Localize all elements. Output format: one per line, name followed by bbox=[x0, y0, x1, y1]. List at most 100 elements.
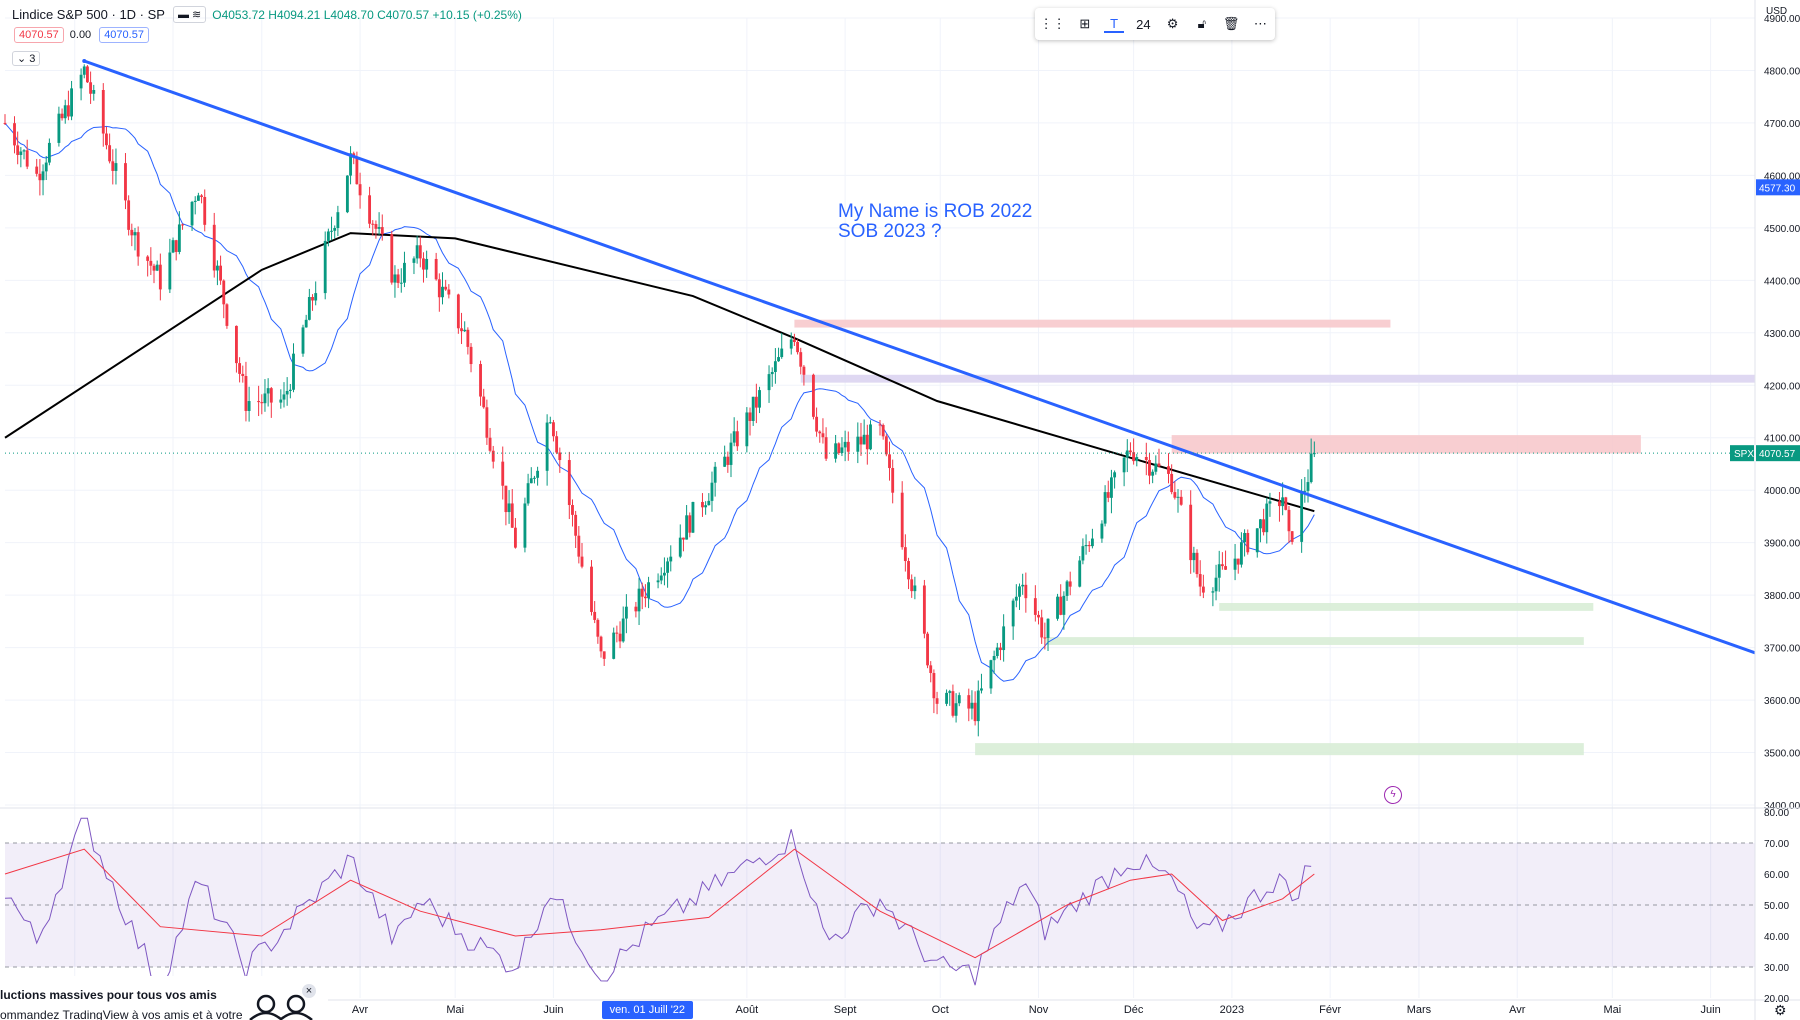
symbol-title[interactable]: Lindice S&P 500 · 1D · SP bbox=[12, 7, 165, 22]
candle-body bbox=[1278, 501, 1281, 507]
candle-body bbox=[723, 456, 727, 467]
price-tick-label: 3700.00 bbox=[1764, 644, 1800, 655]
candle-body bbox=[980, 688, 983, 691]
candle-body bbox=[577, 535, 581, 557]
candle-body bbox=[174, 240, 178, 252]
candle-body bbox=[859, 436, 863, 445]
candle-body bbox=[948, 691, 952, 693]
more-icon[interactable]: ⋯ bbox=[1253, 16, 1267, 31]
candle-body bbox=[307, 297, 311, 320]
candle-body bbox=[1002, 626, 1006, 651]
text-color-icon[interactable]: T bbox=[1104, 16, 1125, 33]
indicators-toggle[interactable]: ⌄ 3 bbox=[12, 51, 41, 66]
candle-body bbox=[41, 171, 45, 181]
candle-body bbox=[612, 632, 616, 659]
candle-body bbox=[1154, 463, 1158, 472]
candle-body bbox=[171, 240, 175, 253]
candle-body bbox=[225, 304, 229, 326]
rsi-line bbox=[4, 817, 1312, 986]
candle-body bbox=[624, 606, 628, 619]
candle-body bbox=[22, 150, 26, 152]
price-tick-label: 4600.00 bbox=[1764, 171, 1800, 182]
candle-body bbox=[1217, 564, 1221, 578]
gear-icon[interactable]: ⚙ bbox=[1166, 16, 1179, 31]
lightning-icon[interactable]: ϟ bbox=[1384, 786, 1402, 804]
candle-body bbox=[1167, 466, 1170, 474]
candle-body bbox=[1243, 532, 1247, 543]
candle-body bbox=[1300, 490, 1304, 542]
candle-body bbox=[1059, 596, 1063, 615]
drag-handle-icon[interactable]: ⋮⋮ bbox=[1039, 16, 1066, 31]
candle-body bbox=[13, 123, 16, 146]
candle-body bbox=[811, 374, 815, 417]
candle-body bbox=[1148, 459, 1151, 476]
bid-price[interactable]: 4070.57 bbox=[14, 27, 64, 43]
candle-body bbox=[371, 223, 375, 225]
legend-toggle-icon[interactable]: ▬ ≋ bbox=[172, 6, 207, 23]
ask-price[interactable]: 4070.57 bbox=[99, 27, 149, 43]
candle-body bbox=[127, 200, 131, 230]
candle-body bbox=[92, 90, 96, 94]
template-icon[interactable]: ⊞ bbox=[1079, 16, 1091, 31]
candle-body bbox=[16, 145, 20, 155]
candle-body bbox=[824, 437, 828, 459]
candle-body bbox=[999, 647, 1002, 651]
candle-body bbox=[767, 374, 771, 391]
candle-body bbox=[815, 416, 819, 432]
candle-body bbox=[973, 702, 977, 722]
candle-body bbox=[219, 265, 223, 281]
candle-body bbox=[1078, 560, 1082, 587]
zone-green bbox=[975, 743, 1584, 756]
price-tick-label: 3900.00 bbox=[1764, 539, 1800, 550]
symbol-tag: SPX bbox=[1734, 449, 1754, 460]
trash-icon[interactable]: 🗑︎ bbox=[1222, 16, 1240, 31]
lock-icon[interactable]: 🔓︎ bbox=[1197, 16, 1207, 31]
candle-body bbox=[548, 422, 552, 424]
candle-body bbox=[326, 231, 330, 241]
candle-body bbox=[536, 470, 540, 478]
candle-body bbox=[1037, 614, 1040, 618]
crosshair-date-label: ven. 01 Juill '22 bbox=[601, 1001, 694, 1019]
time-tick-label: 2023 bbox=[1220, 1004, 1244, 1016]
candle-body bbox=[621, 618, 625, 642]
candle-body bbox=[666, 561, 670, 573]
candle-body bbox=[488, 437, 492, 451]
candle-body bbox=[63, 105, 67, 119]
candle-body bbox=[1284, 497, 1288, 510]
candle-body bbox=[599, 636, 603, 652]
candle-body bbox=[513, 527, 517, 548]
close-icon[interactable]: × bbox=[302, 984, 316, 998]
candle-body bbox=[418, 245, 422, 259]
candle-body bbox=[345, 175, 349, 213]
candle-body bbox=[279, 399, 283, 403]
candle-body bbox=[507, 503, 511, 513]
candle-body bbox=[726, 456, 730, 465]
candle-body bbox=[691, 501, 695, 533]
candle-body bbox=[900, 492, 904, 548]
candle-body bbox=[114, 163, 118, 171]
candle-body bbox=[913, 585, 917, 592]
candle-body bbox=[637, 588, 641, 612]
candle-body bbox=[105, 133, 108, 146]
candle-body bbox=[545, 422, 549, 471]
promo-banner[interactable]: luctions massives pour tous vos amis omm… bbox=[0, 976, 328, 1020]
candle-body bbox=[865, 434, 869, 450]
candle-body bbox=[215, 265, 219, 271]
candle-body bbox=[1065, 581, 1069, 596]
candle-body bbox=[970, 702, 974, 709]
trendline[interactable] bbox=[82, 59, 1756, 655]
candle-body bbox=[878, 424, 882, 426]
candle-body bbox=[177, 224, 181, 252]
ma200-line bbox=[4, 232, 1315, 513]
currency-label[interactable]: USD bbox=[1766, 6, 1788, 17]
font-size-select[interactable]: 24 bbox=[1136, 16, 1151, 32]
candle-body bbox=[377, 227, 381, 229]
time-tick-label: Avr bbox=[1509, 1004, 1526, 1016]
text-annotation[interactable]: My Name is ROB 2022 SOB 2023 ? bbox=[838, 202, 1032, 242]
candle-body bbox=[574, 514, 578, 536]
zone-red bbox=[794, 319, 1391, 328]
settings-gear-icon[interactable]: ⚙ bbox=[1774, 1002, 1787, 1018]
candle-body bbox=[1113, 472, 1117, 478]
candle-body bbox=[349, 153, 352, 176]
